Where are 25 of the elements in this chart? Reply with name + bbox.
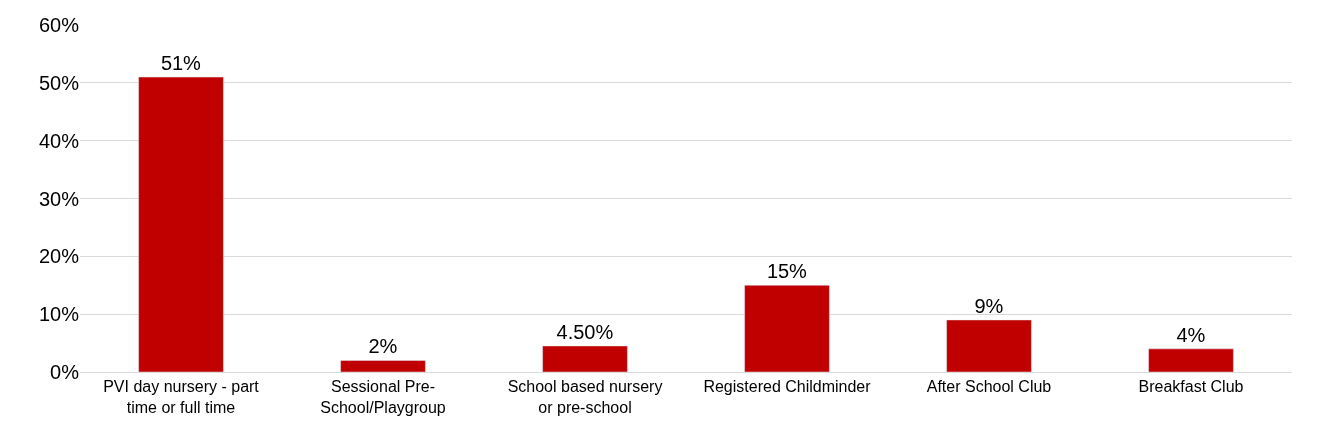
y-tick-label: 40% (38, 129, 80, 152)
x-tick-label: Registered Childminder (703, 378, 872, 396)
data-label: 2% (368, 335, 398, 358)
x-tick-label: School based nursery or pre-school (507, 378, 663, 416)
x-tick-label: After School Club (926, 378, 1052, 396)
y-tick-label: 20% (38, 245, 80, 268)
data-label: 51% (160, 52, 202, 75)
bar (542, 345, 628, 372)
y-tick-label: 10% (38, 303, 80, 326)
bar (744, 285, 830, 372)
data-label: 9% (974, 294, 1004, 317)
bar (138, 76, 224, 372)
data-label: 4% (1176, 323, 1206, 346)
y-tick-label: 0% (50, 361, 80, 383)
y-tick-label: 60% (38, 14, 80, 36)
x-tick-label: Sessional Pre-School/Playgroup (320, 378, 446, 416)
bar (340, 360, 426, 372)
y-tick-label: 50% (38, 71, 80, 94)
y-tick-label: 30% (38, 187, 80, 210)
bar (946, 319, 1032, 372)
data-label: 15% (766, 260, 808, 283)
x-tick-label: PVI day nursery - part time or full time (103, 378, 260, 416)
bar (1148, 348, 1234, 372)
x-tick-label: Breakfast Club (1138, 378, 1244, 396)
data-label: 4.50% (556, 320, 614, 343)
